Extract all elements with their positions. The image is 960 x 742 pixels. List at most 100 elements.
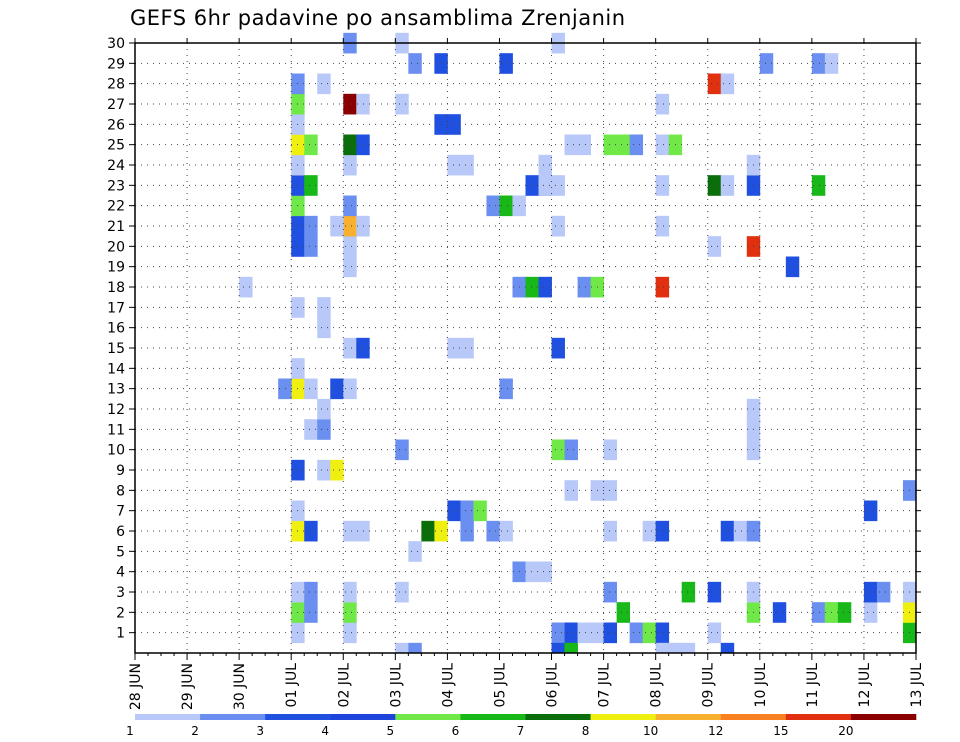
legend-label: 2	[191, 724, 199, 738]
y-tick-label: 29	[107, 56, 125, 72]
heatmap-cell	[460, 520, 474, 542]
heatmap-cell	[603, 520, 618, 542]
heatmap-cell	[772, 602, 787, 623]
x-tick-label: 01 JUL	[284, 663, 300, 708]
legend-label: 1	[126, 724, 134, 738]
heatmap-cell	[655, 642, 670, 654]
heatmap-cell	[733, 520, 748, 542]
heatmap-cell	[863, 602, 878, 623]
heatmap-cell	[811, 175, 826, 196]
heatmap-cell	[330, 378, 344, 400]
y-tick-label: 13	[107, 382, 125, 398]
y-tick-label: 2	[116, 605, 125, 621]
heatmap-cell	[538, 175, 552, 196]
heatmap-cell	[304, 175, 318, 196]
heatmap-cell	[538, 561, 552, 583]
heatmap-cell	[655, 622, 670, 644]
heatmap-cell	[863, 581, 878, 603]
y-tick-label: 6	[116, 524, 125, 540]
heatmap-cell	[499, 520, 513, 542]
y-tick-label: 9	[116, 463, 125, 479]
legend-swatch	[395, 714, 461, 720]
heatmap-cell	[577, 276, 591, 298]
heatmap-cells	[239, 32, 917, 654]
heatmap-cell	[499, 378, 513, 400]
legend-swatch	[655, 714, 722, 720]
heatmap-cell	[551, 215, 565, 237]
x-tick-label: 11 JUL	[805, 663, 821, 708]
legend-swatch	[850, 714, 917, 720]
heatmap-cell	[239, 276, 253, 298]
y-tick-label: 3	[116, 585, 125, 601]
heatmap-cell	[707, 581, 722, 603]
heatmap-cell	[486, 195, 500, 217]
x-tick-label: 07 JUL	[597, 663, 613, 708]
heatmap-cell	[343, 236, 357, 257]
legend-label: 15	[773, 724, 788, 738]
y-tick-label: 20	[107, 239, 125, 255]
heatmap-cell	[720, 642, 735, 654]
heatmap-cell	[564, 622, 578, 644]
heatmap-cell	[395, 642, 409, 654]
heatmap-cell	[330, 215, 344, 237]
heatmap-cell	[356, 337, 370, 359]
y-tick-label: 23	[107, 178, 125, 194]
heatmap-cell	[577, 622, 591, 644]
legend-swatch	[135, 714, 201, 720]
heatmap-cell	[876, 581, 891, 603]
y-tick-label: 5	[116, 544, 125, 560]
heatmap-cell	[811, 53, 826, 74]
heatmap-cell	[343, 622, 357, 644]
legend-swatch	[720, 714, 787, 720]
heatmap-cell	[317, 297, 331, 318]
heatmap-cell	[343, 154, 357, 176]
y-tick-label: 24	[107, 158, 125, 174]
color-legend: 1 2 3 4 5 6 7 8 10 12 15 20	[126, 714, 917, 738]
heatmap-cell	[278, 378, 292, 400]
y-tick-label: 1	[116, 626, 125, 642]
heatmap-cell	[603, 581, 618, 603]
heatmap-cell	[720, 520, 735, 542]
heatmap-cell	[317, 398, 331, 420]
heatmap-cell	[707, 175, 722, 196]
legend-label: 20	[838, 724, 853, 738]
x-tick-label: 12 JUL	[857, 663, 873, 708]
heatmap-cell	[720, 175, 735, 196]
heatmap-cell	[707, 73, 722, 95]
heatmap-cell	[330, 459, 344, 481]
heatmap-cell	[525, 175, 539, 196]
heatmap-cell	[538, 276, 552, 298]
heatmap-cell	[343, 602, 357, 623]
heatmap-cell	[538, 154, 552, 176]
heatmap-cell	[317, 419, 331, 440]
heatmap-cell	[564, 439, 578, 461]
x-tick-label: 29 JUN	[180, 663, 196, 710]
heatmap-cell	[811, 602, 826, 623]
y-tick-label: 8	[116, 483, 125, 499]
heatmap-cell	[655, 520, 670, 542]
heatmap-cell	[447, 337, 461, 359]
heatmap-cell	[421, 520, 435, 542]
heatmap-cell	[499, 195, 513, 217]
heatmap-cell	[408, 541, 422, 562]
heatmap-cell	[551, 337, 565, 359]
heatmap-cell	[356, 520, 370, 542]
heatmap-cell	[564, 134, 578, 156]
heatmap-cell	[551, 175, 565, 196]
heatmap-cell	[447, 154, 461, 176]
heatmap-cell	[603, 439, 618, 461]
heatmap-cell	[395, 93, 409, 115]
y-tick-label: 16	[107, 321, 125, 337]
legend-label: 5	[387, 724, 395, 738]
heatmap-cell	[655, 215, 670, 237]
y-tick-label: 12	[107, 402, 125, 418]
heatmap-cell	[317, 73, 331, 95]
y-axis: 1234567891011121314151617181920212223242…	[107, 36, 921, 642]
y-tick-label: 22	[107, 199, 125, 215]
heatmap-cell	[720, 73, 735, 95]
grid-lines	[135, 43, 917, 653]
heatmap-cell	[837, 602, 852, 623]
legend-label: 8	[582, 724, 590, 738]
heatmap-cell	[304, 378, 318, 400]
heatmap-cell	[603, 480, 618, 501]
